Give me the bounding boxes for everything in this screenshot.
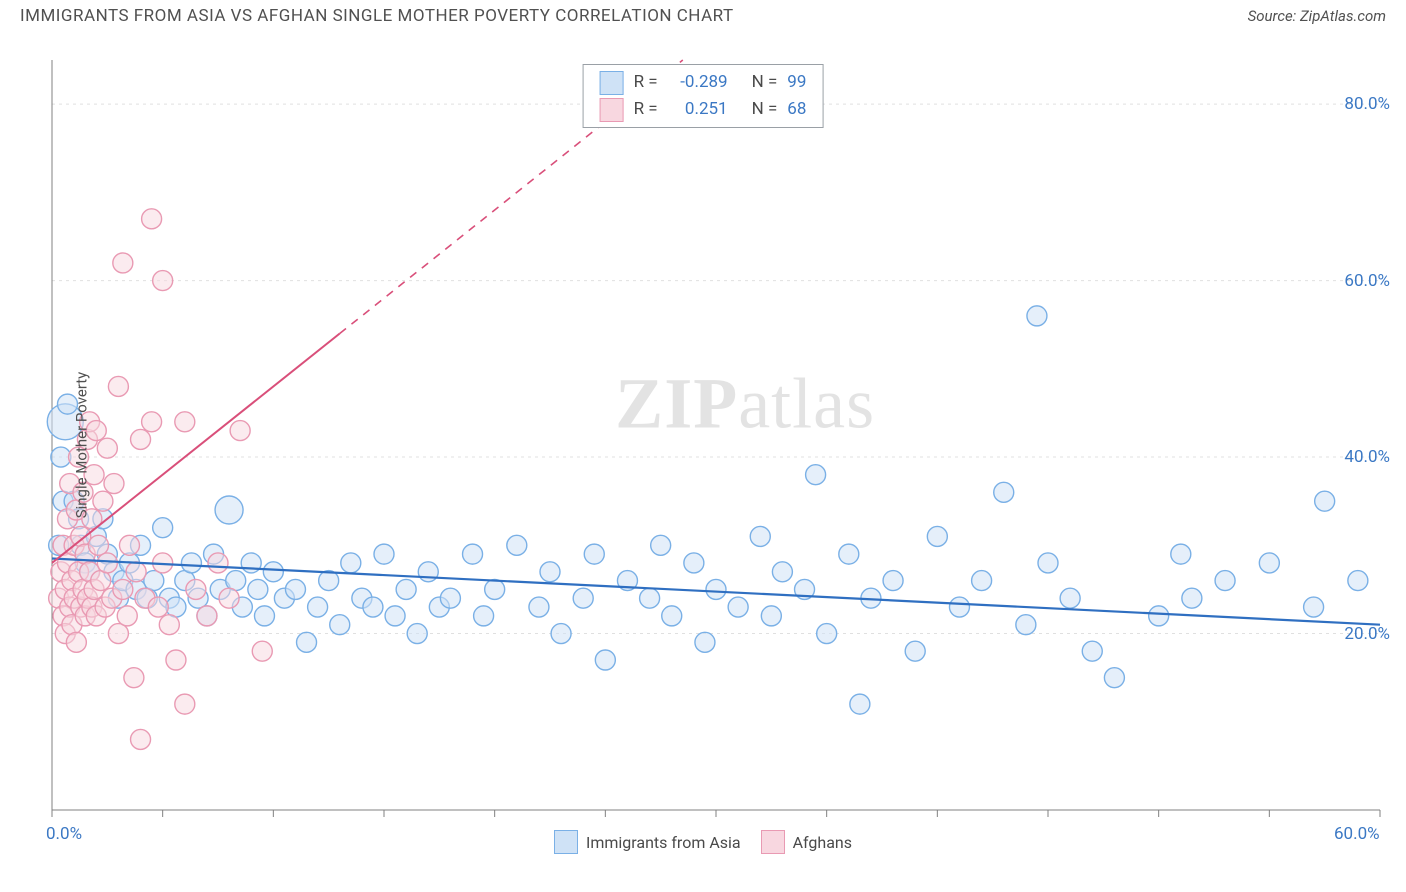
swatch-blue — [554, 830, 578, 854]
n-value-s2: 68 — [787, 96, 806, 123]
r-value-s1: -0.289 — [668, 69, 728, 96]
y-tick-label: 80.0% — [1344, 94, 1390, 114]
y-tick-label: 60.0% — [1344, 271, 1390, 291]
source-attribution: Source: ZipAtlas.com — [1248, 7, 1386, 25]
series-legend: Immigrants from Asia Afghans — [0, 830, 1406, 854]
correlation-legend: R = -0.289 N = 99 R = 0.251 N = 68 — [583, 64, 824, 128]
swatch-blue — [600, 71, 624, 95]
legend-label-s1: Immigrants from Asia — [586, 833, 741, 852]
y-tick-label: 20.0% — [1344, 624, 1390, 644]
r-label: R = — [634, 69, 658, 96]
n-value-s1: 99 — [787, 69, 806, 96]
legend-label-s2: Afghans — [793, 833, 852, 852]
scatter-plot — [0, 30, 1406, 860]
r-value-s2: 0.251 — [668, 96, 728, 123]
x-tick-label: 0.0% — [46, 824, 82, 844]
r-label: R = — [634, 96, 658, 123]
source-link[interactable]: ZipAtlas.com — [1300, 7, 1386, 25]
legend-item-s1: Immigrants from Asia — [554, 830, 741, 854]
n-label: N = — [752, 96, 778, 123]
legend-row-series2: R = 0.251 N = 68 — [600, 96, 807, 123]
chart-title: IMMIGRANTS FROM ASIA VS AFGHAN SINGLE MO… — [20, 6, 734, 26]
y-tick-label: 40.0% — [1344, 447, 1390, 467]
header: IMMIGRANTS FROM ASIA VS AFGHAN SINGLE MO… — [0, 0, 1406, 30]
legend-row-series1: R = -0.289 N = 99 — [600, 69, 807, 96]
n-label: N = — [752, 69, 778, 96]
source-prefix: Source: — [1248, 7, 1300, 25]
legend-item-s2: Afghans — [761, 830, 852, 854]
x-tick-label: 60.0% — [1334, 824, 1380, 844]
y-axis-label: Single Mother Poverty — [72, 372, 90, 519]
swatch-pink — [761, 830, 785, 854]
chart-container: Single Mother Poverty ZIPatlas R = -0.28… — [0, 30, 1406, 860]
swatch-pink — [600, 98, 624, 122]
